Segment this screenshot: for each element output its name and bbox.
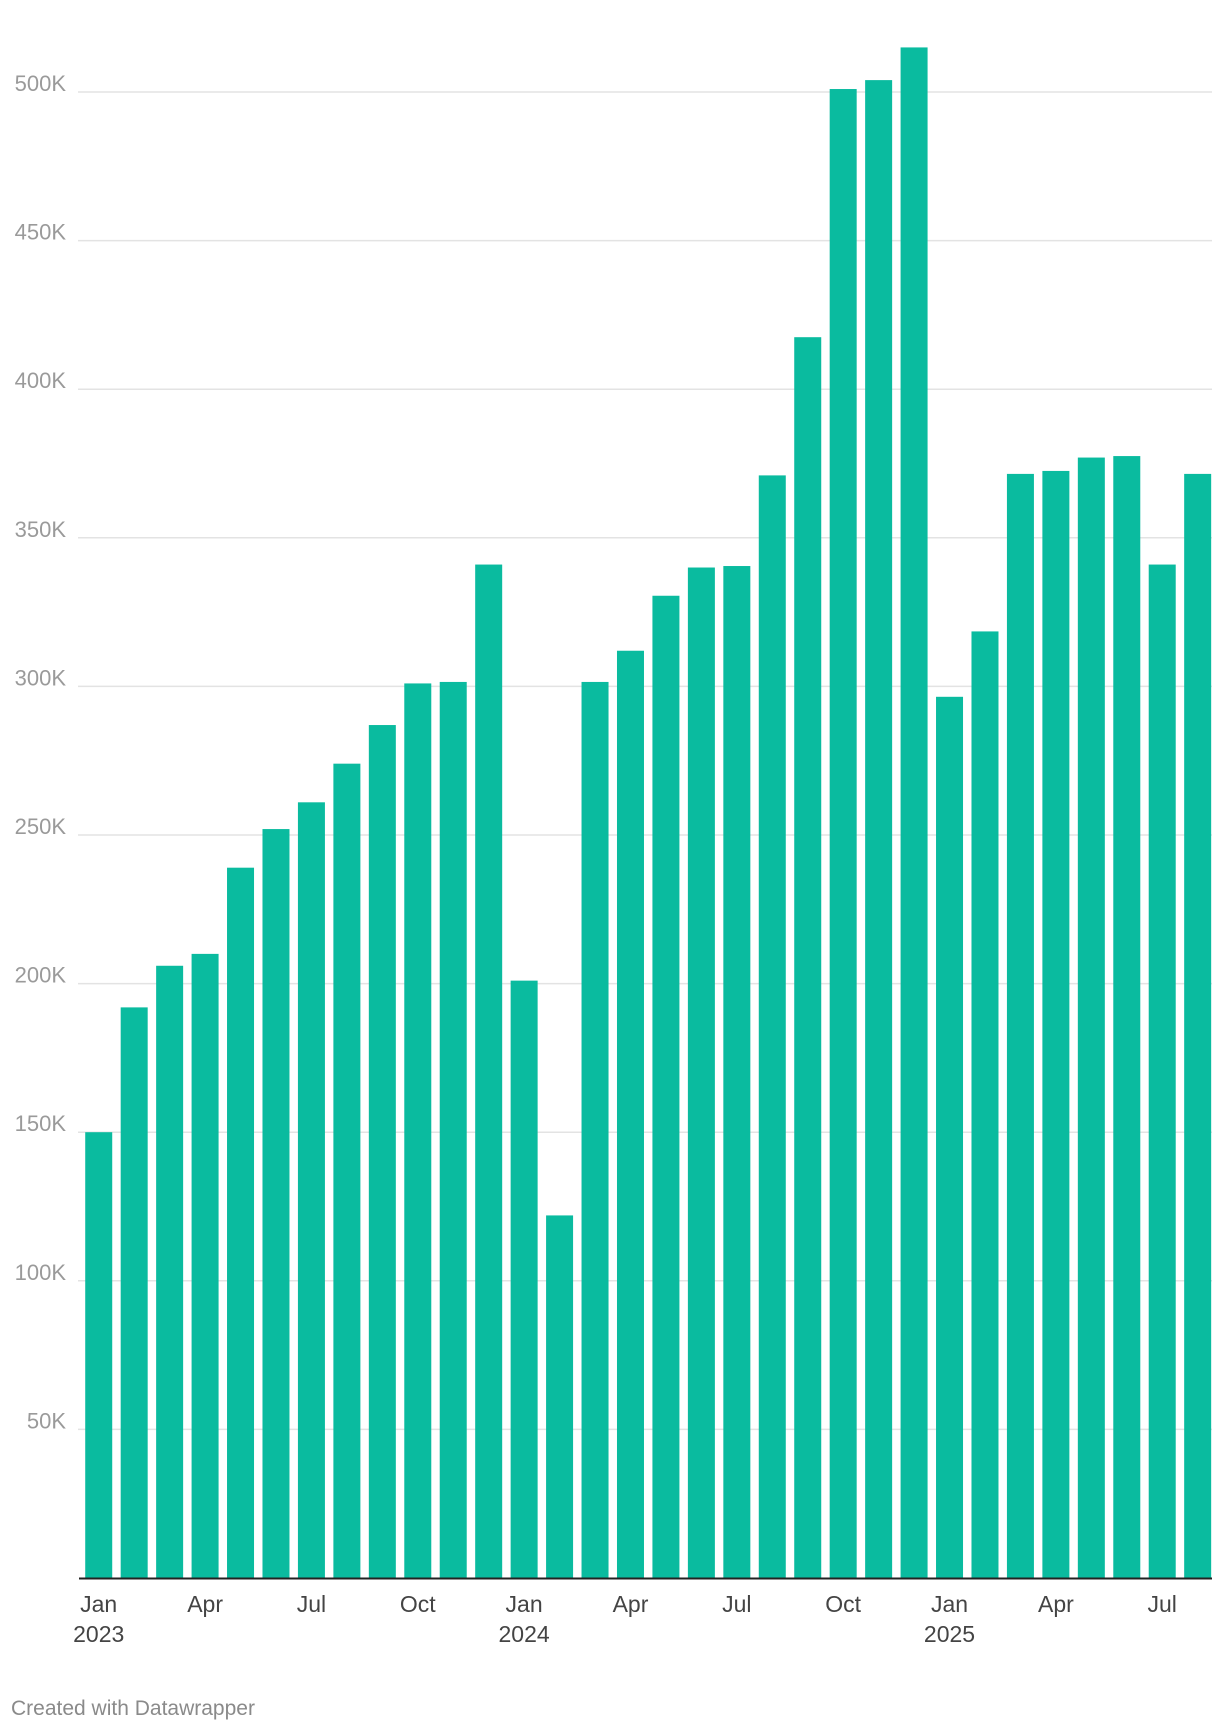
x-tick-month-label: Oct xyxy=(400,1591,436,1617)
y-tick-label: 400K xyxy=(15,368,67,393)
y-tick-label: 150K xyxy=(15,1111,67,1136)
y-tick-labels: 50K 100K 150K 200K 250K 300K 350K 400K 450K 500K xyxy=(15,71,67,1433)
y-tick-label: 50K xyxy=(27,1408,66,1433)
y-tick-label: 450K xyxy=(15,220,67,245)
bar-2025-05 xyxy=(1077,457,1105,1578)
bar-2025-02 xyxy=(971,631,999,1578)
bar-2023-01 xyxy=(85,1132,113,1578)
bar-2024-08 xyxy=(758,475,786,1578)
bar-2025-03 xyxy=(1006,473,1034,1578)
bar-2023-07 xyxy=(297,802,325,1578)
x-tick-year-label: 2024 xyxy=(499,1621,550,1647)
bar-2024-06 xyxy=(687,567,715,1578)
x-tick-month-label: Jul xyxy=(1147,1591,1176,1617)
bar-2024-07 xyxy=(723,566,751,1578)
bar-2025-07 xyxy=(1148,564,1176,1578)
bar-2023-12 xyxy=(475,564,503,1578)
bar-2024-10 xyxy=(829,89,857,1578)
bar-2024-09 xyxy=(794,337,822,1579)
x-tick-month-label: Apr xyxy=(1038,1591,1074,1617)
bar-2023-03 xyxy=(156,965,184,1578)
x-tick-month-label: Apr xyxy=(613,1591,649,1617)
x-tick-labels: Jan 2023 Apr Jul Oct Jan 2024 Apr Jul Oct Jan 2025 A… xyxy=(73,1591,1177,1647)
bar-2025-06 xyxy=(1113,456,1141,1578)
bar-2025-01 xyxy=(936,696,964,1578)
x-tick-month-label: Jan xyxy=(931,1591,968,1617)
x-tick-month-label: Oct xyxy=(825,1591,861,1617)
x-tick-month-label: Jul xyxy=(297,1591,326,1617)
bar-2024-12 xyxy=(900,47,928,1578)
bar-2024-04 xyxy=(616,650,644,1578)
credit-footer: Created with Datawrapper xyxy=(11,1697,255,1720)
bar-2024-02 xyxy=(546,1215,574,1578)
bar-2024-03 xyxy=(581,681,609,1578)
x-tick-month-label: Jan xyxy=(506,1591,543,1617)
bar-2023-11 xyxy=(439,681,467,1578)
bar-2023-05 xyxy=(227,867,255,1578)
bar-2024-05 xyxy=(652,595,680,1578)
x-tick-year-label: 2023 xyxy=(73,1621,124,1647)
bar-2024-11 xyxy=(865,80,893,1579)
y-tick-label: 500K xyxy=(15,71,67,96)
bars xyxy=(85,47,1212,1579)
bar-2024-01 xyxy=(510,980,538,1578)
bar-2025-04 xyxy=(1042,470,1070,1579)
y-tick-label: 350K xyxy=(15,517,67,542)
y-tick-label: 100K xyxy=(15,1260,67,1285)
x-tick-month-label: Jan xyxy=(80,1591,117,1617)
x-tick-month-label: Apr xyxy=(187,1591,223,1617)
y-tick-label: 200K xyxy=(15,963,67,988)
bar-2023-04 xyxy=(191,953,219,1578)
y-tick-label: 300K xyxy=(15,665,67,690)
bar-2023-08 xyxy=(333,763,361,1578)
x-tick-year-label: 2025 xyxy=(924,1621,975,1647)
bar-2023-06 xyxy=(262,829,290,1578)
bar-2023-10 xyxy=(404,683,432,1578)
bar-2023-02 xyxy=(120,1007,148,1578)
y-tick-label: 250K xyxy=(15,814,67,839)
x-tick-month-label: Jul xyxy=(722,1591,751,1617)
bar-2023-09 xyxy=(368,725,396,1578)
bar-2025-08 xyxy=(1184,473,1212,1578)
